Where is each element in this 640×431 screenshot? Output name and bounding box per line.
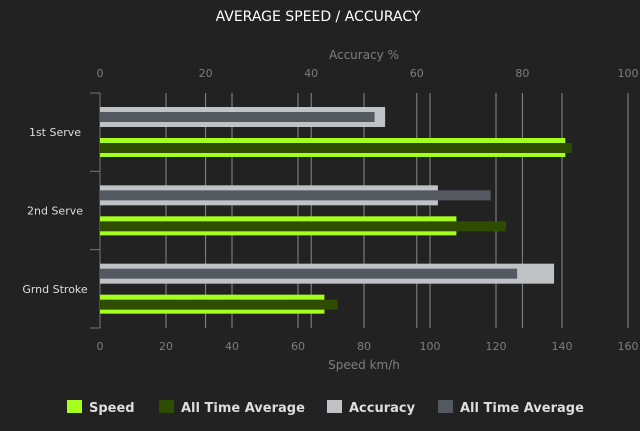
bottom-tick-label: 100 [420,340,441,353]
legend-swatch [327,400,342,413]
legend-swatch [67,400,82,413]
bar-accuracy-all-time-average [100,268,518,279]
bar-accuracy-all-time-average [100,190,491,201]
bar-speed-all-time-average [100,299,338,310]
category-labels: 1st Serve 2nd Serve Grnd Stroke [22,126,88,296]
bar-speed-all-time-average [100,221,506,232]
tick-labels: 0 20 40 60 80 100 0 20 40 60 80 100 120 140 160 [97,67,639,353]
top-tick-label: 60 [410,67,424,80]
chart-title: AVERAGE SPEED / ACCURACY [216,9,421,25]
bars [100,107,572,314]
category-label: 1st Serve [29,126,81,139]
top-axis-label: Accuracy % [329,48,399,62]
legend-label: All Time Average [181,401,305,416]
top-tick-label: 80 [515,67,529,80]
legend: Speed All Time Average Accuracy All Time Av… [67,400,584,416]
bottom-tick-label: 60 [291,340,305,353]
bottom-tick-label: 120 [486,340,507,353]
top-tick-label: 0 [97,67,104,80]
legend-label: Accuracy [349,401,416,416]
bar-accuracy-all-time-average [100,112,375,122]
legend-swatch [159,400,174,413]
bottom-tick-label: 40 [225,340,239,353]
bottom-tick-label: 80 [357,340,371,353]
bottom-tick-label: 20 [159,340,173,353]
category-label: Grnd Stroke [22,283,88,296]
bottom-tick-label: 0 [97,340,104,353]
category-label: 2nd Serve [27,205,83,218]
legend-label: Speed [89,401,135,416]
legend-swatch [438,400,453,413]
top-tick-label: 40 [304,67,318,80]
legend-label: All Time Average [460,401,584,416]
top-tick-label: 20 [199,67,213,80]
bar-speed-all-time-average [100,143,572,153]
bottom-tick-label: 160 [618,340,639,353]
grid [90,92,629,329]
bottom-tick-label: 140 [552,340,573,353]
bottom-axis-label: Speed km/h [328,358,400,372]
top-tick-label: 100 [618,67,639,80]
